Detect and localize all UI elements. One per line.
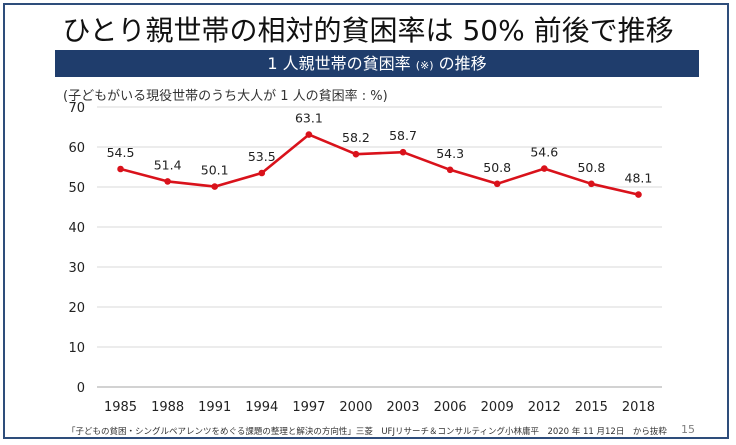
y-axis-unit-label: (子どもがいる現役世帯のうち大人が 1 人の貧困率 : %) xyxy=(63,89,388,104)
page-number: 15 xyxy=(681,423,695,436)
page-title: ひとり親世帯の相対的貧困率は 50% 前後で推移 xyxy=(62,14,674,47)
data-label: 50.8 xyxy=(483,160,511,175)
x-tick-label: 2018 xyxy=(622,400,655,415)
data-point xyxy=(258,169,266,177)
data-point xyxy=(117,165,124,173)
y-tick-label: 40 xyxy=(68,221,85,236)
y-tick-label: 60 xyxy=(68,141,85,156)
data-point xyxy=(164,178,171,185)
x-tick-label: 1997 xyxy=(292,400,325,415)
banner-note: (※) xyxy=(415,59,434,72)
data-label: 53.5 xyxy=(248,149,276,164)
data-labels: 54.5 51.4 50.1 53.5 63.1 58.2 58.7 54.3 50.8 54.6… xyxy=(107,111,653,186)
data-point xyxy=(446,166,454,174)
data-label: 54.3 xyxy=(436,146,464,161)
series-line xyxy=(120,133,639,196)
y-tick-label: 20 xyxy=(68,301,85,316)
data-point xyxy=(352,150,360,158)
data-label: 54.6 xyxy=(530,145,558,160)
x-tick-label: 2000 xyxy=(339,400,372,415)
y-tick-label: 10 xyxy=(68,341,85,356)
banner-tail-text: の推移 xyxy=(438,54,487,73)
chart-title-banner: 1 人親世帯の貧困率 (※) の推移 xyxy=(55,50,699,77)
y-tick-label: 0 xyxy=(77,381,85,396)
data-label: 51.4 xyxy=(154,157,182,172)
data-label: 58.2 xyxy=(342,130,370,145)
data-label: 63.1 xyxy=(295,111,323,126)
x-tick-label: 2009 xyxy=(481,400,514,415)
data-point xyxy=(588,180,595,188)
x-tick-label: 1991 xyxy=(198,400,231,415)
y-tick-label: 50 xyxy=(68,181,85,196)
x-tick-label: 2006 xyxy=(434,400,467,415)
slide: ひとり親世帯の相対的貧困率は 50% 前後で推移 1 人親世帯の貧困率 (※) … xyxy=(3,3,729,439)
axes: 0 10 20 30 40 50 60 70 1985 1988 1991 1994 1997 2000 2… xyxy=(68,101,662,415)
data-label: 54.5 xyxy=(107,145,135,160)
data-point xyxy=(399,148,407,156)
data-label: 50.8 xyxy=(577,160,605,175)
gridlines xyxy=(97,106,662,348)
banner-main-text: 1 人親世帯の貧困率 xyxy=(267,54,411,73)
data-label: 58.7 xyxy=(389,128,417,143)
x-tick-label: 2015 xyxy=(575,400,608,415)
data-point xyxy=(493,180,501,188)
x-tick-label: 2012 xyxy=(528,400,561,415)
y-tick-label: 70 xyxy=(68,101,85,116)
data-point xyxy=(305,131,313,138)
y-tick-label: 30 xyxy=(68,261,85,276)
x-tick-label: 1988 xyxy=(151,400,184,415)
series-layer xyxy=(117,131,642,198)
data-label: 48.1 xyxy=(625,171,653,186)
data-point xyxy=(635,191,642,198)
data-label: 50.1 xyxy=(201,163,229,178)
data-point xyxy=(211,183,219,190)
x-tick-label: 2003 xyxy=(386,400,419,415)
data-point xyxy=(540,165,548,172)
x-tick-label: 1985 xyxy=(104,400,137,415)
x-tick-label: 1994 xyxy=(245,400,278,415)
source-citation: 「子どもの貧困・シングルペアレンツをめぐる課題の整理と解決の方向性」三菱 UFJ… xyxy=(67,427,667,437)
